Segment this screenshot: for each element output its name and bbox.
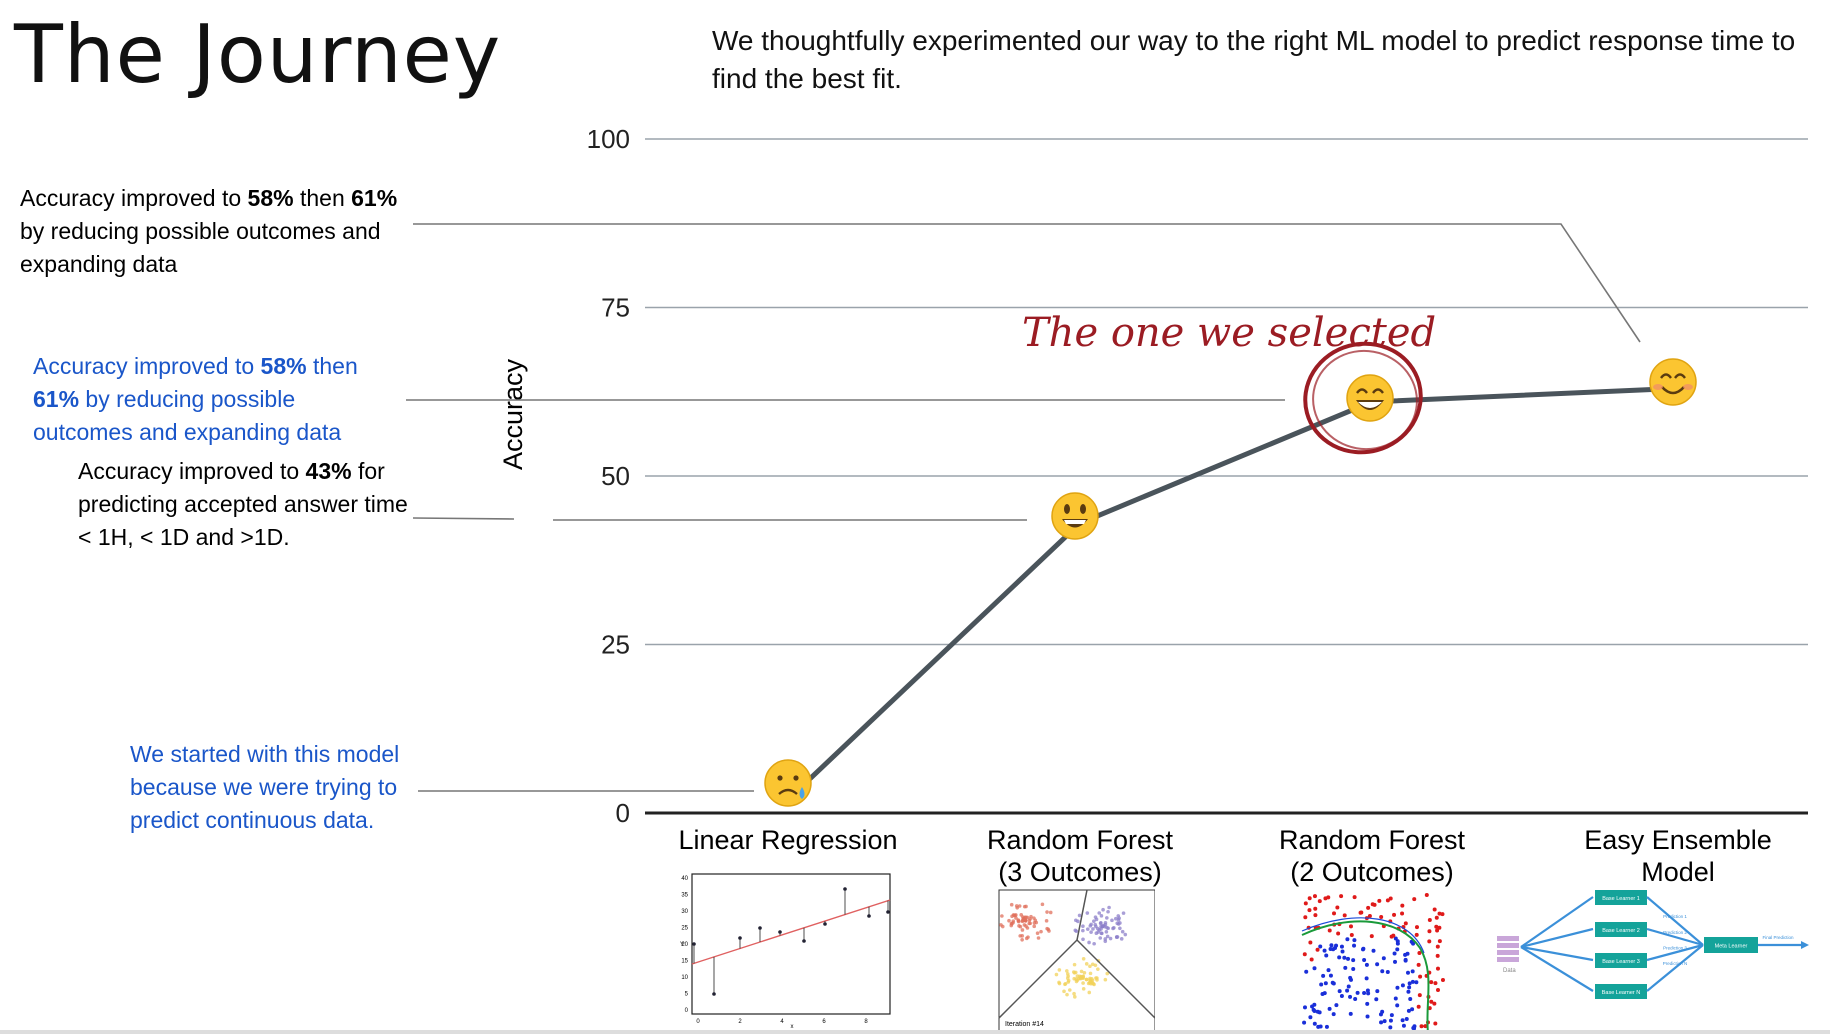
svg-text:Y: Y (680, 942, 684, 948)
svg-text:Base Learner 2: Base Learner 2 (1602, 928, 1640, 934)
callout-line-rf3-a (412, 517, 515, 520)
linear-regression-thumbnail: 40 35 30 25 20 15 10 5 0 0 2 4 6 8 x Y (680, 873, 891, 1028)
svg-text:Prediction 1: Prediction 1 (1663, 914, 1687, 919)
series-line (786, 385, 1679, 802)
final-prediction-label: Final Prediction (1762, 935, 1794, 940)
selection-circle-inner (1312, 349, 1418, 451)
svg-text:Data: Data (1503, 968, 1516, 974)
y-tick-labels: 0 25 50 75 100 (587, 124, 630, 828)
svg-text:Base Learner N: Base Learner N (1602, 990, 1641, 996)
marker-sad-face-icon (764, 759, 812, 807)
callout-lines (406, 223, 1641, 792)
svg-text:20: 20 (681, 942, 688, 948)
svg-text:2: 2 (738, 1019, 742, 1025)
y-tick-50: 50 (601, 461, 630, 491)
data-markers (764, 358, 1697, 807)
svg-text:40: 40 (681, 876, 688, 882)
random-forest-3-thumbnail: Iteration #14 (998, 889, 1155, 1033)
marker-grinning-face-icon (1051, 492, 1099, 540)
svg-text:Base Learner 3: Base Learner 3 (1602, 959, 1640, 965)
y-tick-100: 100 (587, 124, 630, 154)
y-tick-75: 75 (601, 293, 630, 323)
svg-text:10: 10 (681, 975, 688, 981)
x-category-0: Linear Regression (678, 825, 898, 855)
y-tick-25: 25 (601, 630, 630, 660)
x-category-2: Random Forest (2 Outcomes) (1278, 825, 1466, 887)
page-title: The Journey (14, 8, 502, 101)
base-learner-box (1595, 984, 1647, 999)
svg-text:4: 4 (780, 1019, 784, 1025)
note-accuracy-43: Accuracy improved to 43% for predicting … (78, 458, 408, 550)
svg-text:Prediction N: Prediction N (1663, 961, 1688, 966)
svg-text:Base Learner 1: Base Learner 1 (1602, 896, 1640, 902)
svg-text:8: 8 (864, 1019, 868, 1025)
accuracy-series-line (786, 385, 1679, 802)
svg-text:25: 25 (681, 926, 688, 932)
ensemble-thumbnail: Data Base Learner 1 Prediction 1 Base Lear… (1497, 890, 1809, 999)
y-tick-0: 0 (616, 798, 630, 828)
svg-text:30: 30 (681, 909, 688, 915)
note-accuracy-61-black: Accuracy improved to 58% then 61% by red… (20, 185, 398, 277)
callout-line-ensemble (413, 223, 1641, 343)
meta-learner-label: Meta Learner (1715, 944, 1748, 950)
svg-text:35: 35 (681, 893, 688, 899)
bottom-scroll-strip (0, 1030, 1830, 1034)
data-stack-icon (1497, 936, 1519, 962)
svg-text:x: x (791, 1024, 794, 1028)
svg-text:0: 0 (685, 1008, 689, 1014)
x-category-3: Easy Ensemble Model (1584, 825, 1772, 887)
random-forest-2-thumbnail (1301, 893, 1445, 1033)
note-accuracy-61-blue: Accuracy improved to 58% then 61% by red… (33, 353, 358, 445)
note-start-model: We started with this model because we we… (130, 741, 400, 833)
grid-lines (645, 138, 1808, 815)
svg-text:Prediction 3: Prediction 3 (1663, 946, 1687, 951)
marker-smiling-face-icon (1649, 358, 1697, 406)
base-learner-box (1595, 922, 1647, 937)
svg-text:15: 15 (681, 959, 688, 965)
x-category-1: Random Forest (3 Outcomes) (986, 825, 1174, 887)
base-learner-box (1595, 953, 1647, 968)
rf3-caption: Iteration #14 (1005, 1021, 1044, 1028)
svg-text:0: 0 (696, 1019, 700, 1025)
svg-text:Prediction 2: Prediction 2 (1663, 930, 1687, 935)
selected-model-annotation: The one we selected (1022, 310, 1437, 356)
svg-text:6: 6 (822, 1019, 826, 1025)
page-subtitle: We thoughtfully experimented our way to … (712, 25, 1796, 94)
marker-beaming-face-icon (1346, 374, 1394, 422)
base-learner-box (1595, 890, 1647, 905)
selection-circle (1303, 341, 1423, 455)
svg-text:5: 5 (685, 992, 689, 998)
